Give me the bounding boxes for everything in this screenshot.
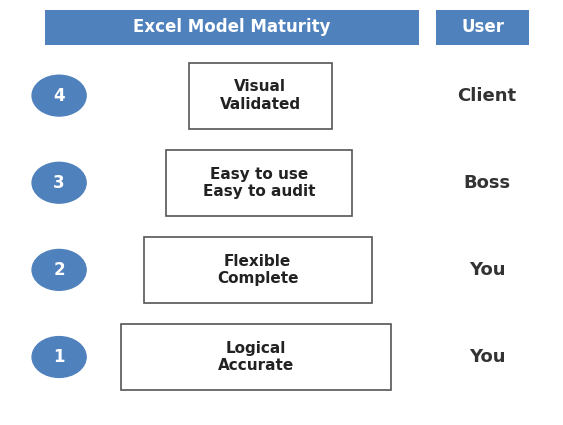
Text: Client: Client: [457, 87, 517, 105]
Text: Flexible
Complete: Flexible Complete: [217, 254, 298, 286]
Circle shape: [32, 337, 86, 377]
Text: 2: 2: [53, 261, 65, 279]
FancyBboxPatch shape: [121, 324, 391, 390]
FancyBboxPatch shape: [45, 10, 419, 45]
FancyBboxPatch shape: [189, 63, 332, 129]
Text: 4: 4: [53, 87, 65, 105]
FancyBboxPatch shape: [436, 10, 529, 45]
Text: 3: 3: [53, 174, 65, 192]
Circle shape: [32, 162, 86, 203]
Text: Easy to use
Easy to audit: Easy to use Easy to audit: [203, 167, 315, 199]
Circle shape: [32, 75, 86, 116]
Text: 1: 1: [53, 348, 65, 366]
Text: User: User: [461, 18, 504, 36]
Text: Logical
Accurate: Logical Accurate: [218, 341, 294, 373]
Circle shape: [32, 249, 86, 290]
Text: You: You: [469, 348, 505, 366]
Text: Excel Model Maturity: Excel Model Maturity: [133, 18, 331, 36]
FancyBboxPatch shape: [144, 237, 372, 303]
FancyBboxPatch shape: [166, 150, 352, 216]
Text: Boss: Boss: [463, 174, 511, 192]
Text: You: You: [469, 261, 505, 279]
Text: Visual
Validated: Visual Validated: [220, 79, 301, 112]
